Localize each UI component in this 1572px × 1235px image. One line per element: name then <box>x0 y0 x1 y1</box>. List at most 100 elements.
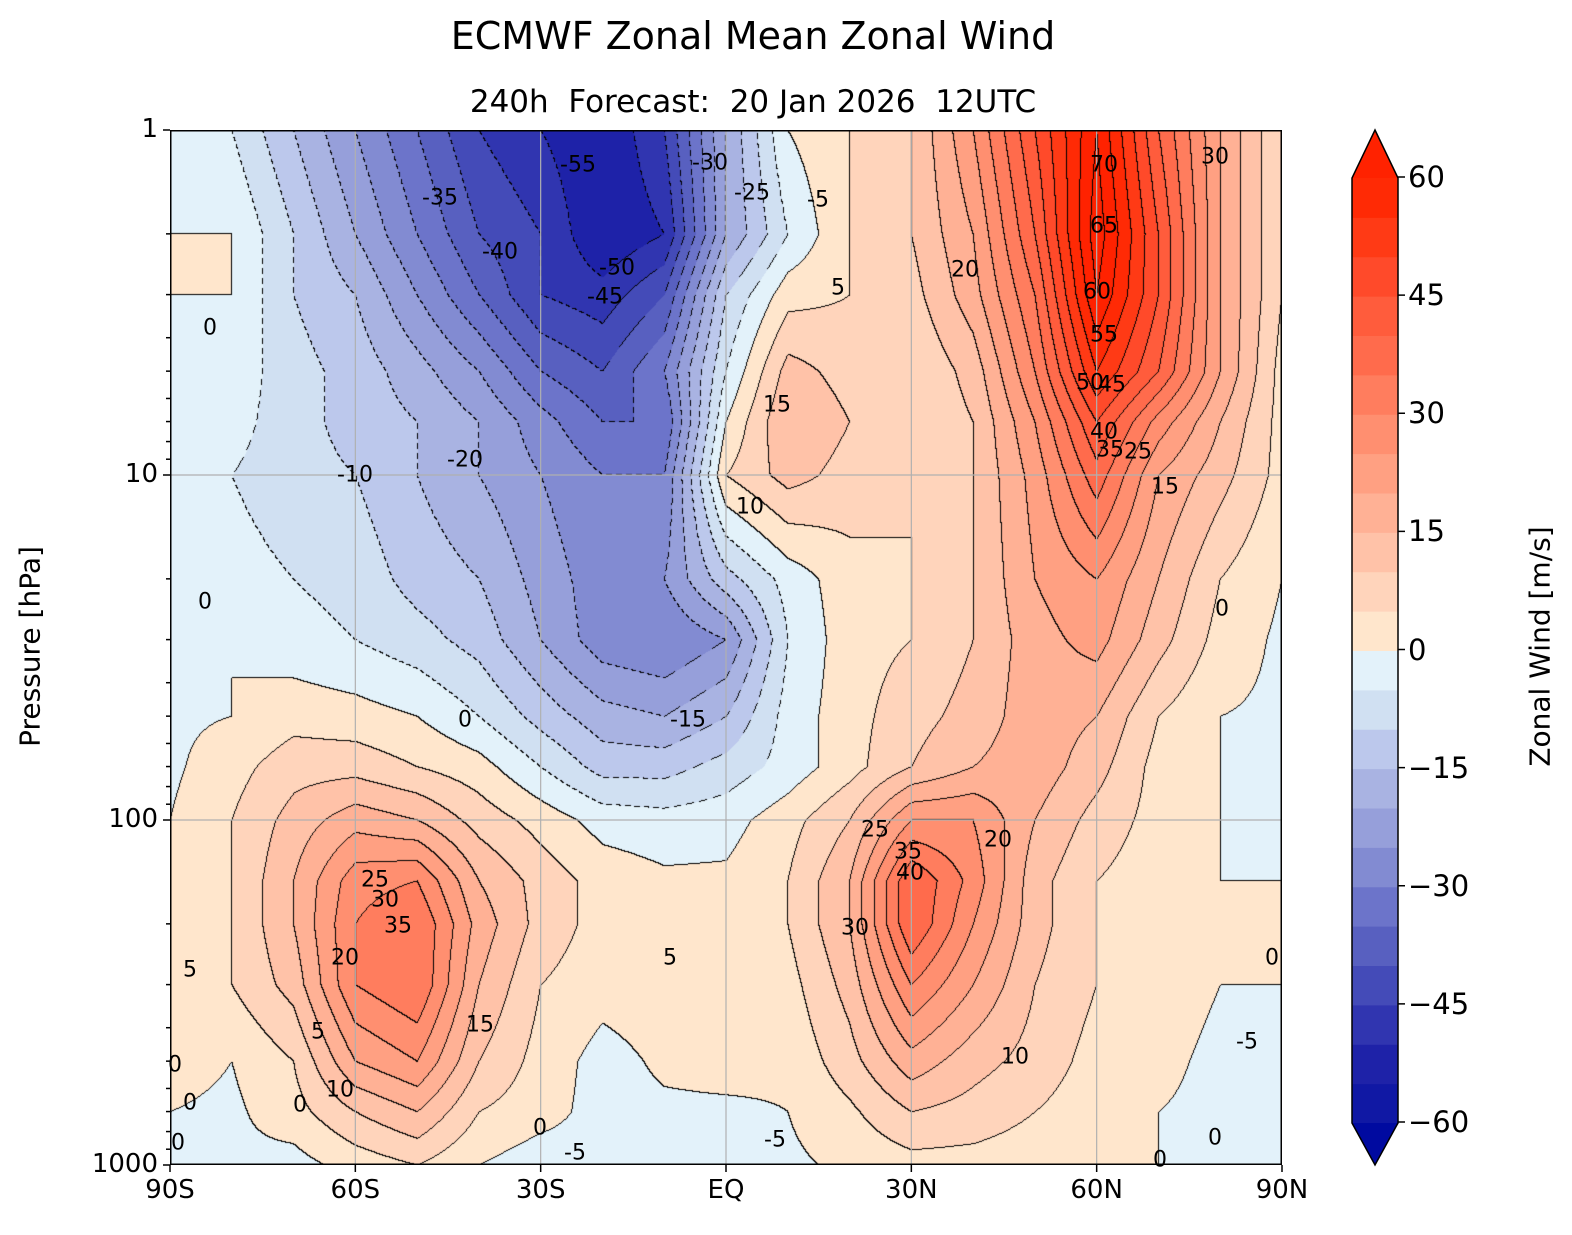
colorbar-band <box>1352 571 1398 612</box>
contour-label: -45 <box>587 284 623 310</box>
contour-label: 35 <box>1096 437 1124 463</box>
contour-label: 5 <box>831 275 845 301</box>
colorbar <box>1351 128 1405 1167</box>
contour-label: 65 <box>1090 213 1118 239</box>
contour-label: 50 <box>1076 370 1104 396</box>
y-axis-label: Pressure [hPa] <box>13 546 47 747</box>
y-minor-tick-wrap <box>166 1060 170 1062</box>
contour-label: 60 <box>1083 279 1111 305</box>
contour-label: -5 <box>564 1140 586 1166</box>
colorbar-under-triangle <box>1352 1123 1398 1165</box>
y-minor-tick-wrap <box>166 742 170 745</box>
y-minor-tick-wrap <box>166 1087 170 1090</box>
contour-label: -5 <box>1236 1029 1258 1055</box>
x-tick-label: 30S <box>515 1175 566 1205</box>
contour-label: 5 <box>183 957 197 983</box>
y-minor-tick-wrap <box>166 1148 170 1150</box>
y-tick-mark-wrap <box>163 819 170 821</box>
y-minor-tick-wrap <box>166 1130 170 1133</box>
x-tick-mark-wrap <box>1281 1165 1283 1172</box>
contour-label: 10 <box>1001 1044 1029 1070</box>
colorbar-tick-label: 30 <box>1408 396 1445 431</box>
colorbar-tick-label: −60 <box>1408 1105 1470 1139</box>
chart-title: ECMWF Zonal Mean Zonal Wind <box>450 14 1056 58</box>
contour-label: 15 <box>466 1012 494 1038</box>
x-tick-label: 60S <box>330 1175 381 1205</box>
colorbar-band <box>1352 493 1398 533</box>
colorbar-band <box>1352 217 1398 258</box>
colorbar-band <box>1352 650 1398 691</box>
contour-label: 0 <box>1153 1147 1167 1173</box>
colorbar-band <box>1352 808 1398 848</box>
y-minor-tick-wrap <box>166 440 170 443</box>
colorbar-band <box>1352 768 1398 809</box>
colorbar-tick-label: −45 <box>1408 986 1470 1021</box>
plot-border <box>170 130 1282 1165</box>
x-tick-label: EQ <box>707 1175 745 1205</box>
colorbar-band <box>1352 1083 1398 1124</box>
y-tick-label: 10 <box>124 459 158 489</box>
contour-label: 0 <box>293 1092 307 1118</box>
plot-area: -55 -30 -35 -25 -5 -40 70 30 65 -50 20 -45 5 60 0 55 50 4… <box>168 130 1282 1173</box>
y-minor-tick-wrap <box>166 923 170 925</box>
contour-label: 0 <box>183 1090 197 1116</box>
contour-label: 20 <box>951 257 979 283</box>
colorbar-label: Zonal Wind [m/s] <box>1523 526 1557 767</box>
colorbar-band <box>1352 611 1398 651</box>
contour-label: 0 <box>203 315 217 341</box>
contour-label: -55 <box>560 152 596 178</box>
contour-label: 40 <box>1090 419 1118 445</box>
colorbar-tick-label: 15 <box>1408 514 1445 549</box>
contour-label: 20 <box>984 827 1012 853</box>
colorbar-band <box>1352 1004 1398 1045</box>
contour-label: -35 <box>422 185 458 211</box>
colorbar-tick-label: −30 <box>1408 868 1470 903</box>
contour-label: 15 <box>763 392 791 418</box>
colorbar-band <box>1352 256 1398 297</box>
y-minor-tick-wrap <box>166 370 170 372</box>
y-tick-label: 1 <box>141 114 158 144</box>
x-tick-mark-wrap <box>910 1165 913 1172</box>
contour-label: 30 <box>1201 144 1229 170</box>
y-minor-tick-wrap <box>166 1026 170 1029</box>
contour-label: 25 <box>1124 439 1152 465</box>
contour-label: 70 <box>1090 152 1118 178</box>
contour-label: -40 <box>482 239 518 265</box>
contour-label: 0 <box>171 1130 185 1156</box>
y-minor-tick-wrap <box>166 233 170 235</box>
y-minor-tick-wrap <box>166 578 170 580</box>
contour-label: 25 <box>361 867 389 893</box>
colorbar-band <box>1352 847 1398 888</box>
x-tick-label: 90N <box>1255 1175 1309 1205</box>
chart-subtitle: 240h Forecast: 20 Jan 2026 12UTC <box>469 84 1037 120</box>
colorbar-tick-label: 60 <box>1408 160 1445 194</box>
contour-label: -10 <box>337 462 373 488</box>
contour-label: 10 <box>736 494 764 520</box>
colorbar-band <box>1352 453 1398 494</box>
y-minor-tick-wrap <box>166 397 170 400</box>
colorbar-band <box>1352 926 1398 966</box>
contour-label: 5 <box>663 945 677 971</box>
x-tick-label: 60N <box>1070 1175 1123 1205</box>
colorbar-band <box>1352 296 1398 336</box>
contour-label: 0 <box>533 1115 547 1141</box>
y-minor-tick-wrap <box>166 1110 170 1113</box>
contour-label: -30 <box>692 150 728 176</box>
contour-label: 0 <box>1208 1125 1222 1151</box>
colorbar-outline <box>1351 128 1399 1167</box>
contour-label: 0 <box>198 589 212 615</box>
y-minor-tick-wrap <box>166 803 170 805</box>
y-tick-mark-wrap <box>163 474 170 476</box>
x-tick-mark-wrap <box>169 1165 171 1172</box>
y-minor-tick-wrap <box>166 983 170 986</box>
contour-label: -25 <box>734 180 770 206</box>
colorbar-band <box>1352 532 1398 573</box>
contour-label: 0 <box>168 1052 182 1078</box>
contour-label: 5 <box>311 1019 325 1045</box>
contour-label: -15 <box>670 707 706 733</box>
colorbar-band <box>1352 335 1398 376</box>
colorbar-tick-label: 45 <box>1408 278 1445 313</box>
y-tick-mark-wrap <box>163 1164 170 1166</box>
colorbar-tick-label: 0 <box>1408 632 1427 667</box>
y-minor-tick-wrap <box>166 638 170 641</box>
